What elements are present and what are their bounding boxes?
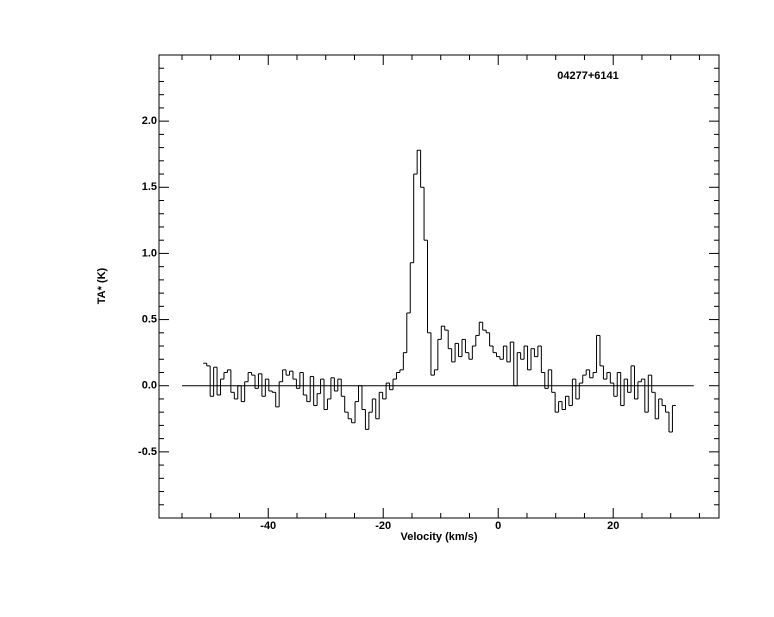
y-tick-label: 0.5 [142,313,157,325]
x-axis-label: Velocity (km/s) [400,531,477,543]
y-tick-label: 2.0 [142,115,157,127]
x-tick-label: 0 [495,520,501,532]
y-tick-label: 1.5 [142,181,157,193]
spectrum-riser [206,150,673,433]
y-tick-label: 0.0 [142,380,157,392]
x-tick-label: -20 [375,520,391,532]
x-tick-label: -40 [260,520,276,532]
y-tick-label: 1.0 [142,247,157,259]
chart-title: 04277+6141 [557,70,618,82]
y-axis-label: TA* (K) [96,267,108,304]
plot-frame [158,54,720,519]
x-tick-label: 20 [607,520,619,532]
y-tick-label: -0.5 [138,446,157,458]
